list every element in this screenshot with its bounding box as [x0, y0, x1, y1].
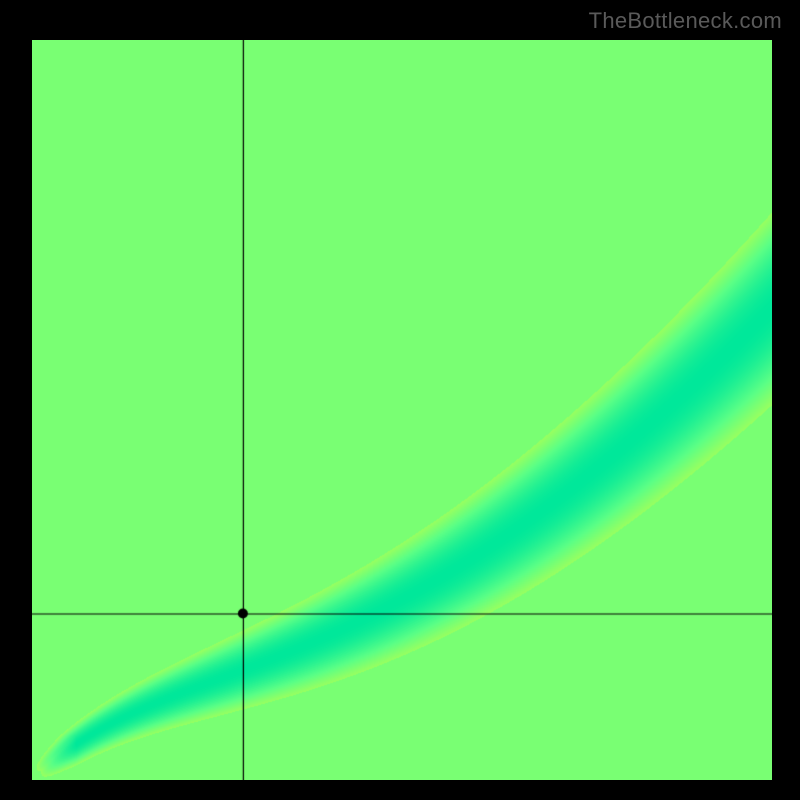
heatmap-plot: [32, 40, 772, 780]
chart-container: TheBottleneck.com: [0, 0, 800, 800]
watermark-text: TheBottleneck.com: [589, 8, 782, 34]
